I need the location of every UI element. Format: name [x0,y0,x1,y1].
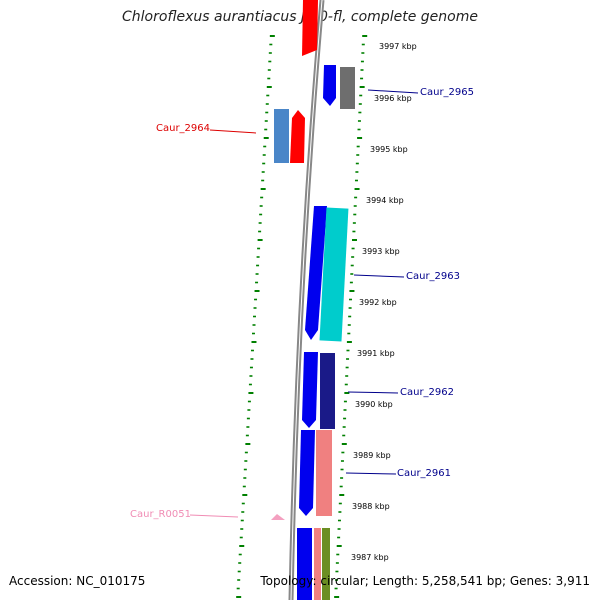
gene-label-caur-2962[interactable]: Caur_2962 [400,387,455,398]
gene-caur-2962-blue[interactable] [302,352,318,428]
gene-label-caur-2964[interactable]: Caur_2964 [156,123,211,134]
gene-label-caur-2965[interactable]: Caur_2965 [420,87,475,98]
tick-rings [236,35,368,598]
accession-text: Accession: NC_010175 [9,574,146,588]
leader-caur-2964 [209,129,257,134]
gene-caur-2961-pink[interactable] [316,430,332,516]
gene-caur-2964-steelblue[interactable] [274,109,289,163]
ruler-label-3987: 3987 kbp [351,553,389,562]
gene-caur-2965-blue[interactable] [323,65,336,106]
gene-label-caur-2961[interactable]: Caur_2961 [397,468,452,479]
gene-red-top[interactable] [302,0,318,56]
gene-label-caur-r0051[interactable]: Caur_R0051 [130,509,191,520]
gene-caur-2964-red[interactable] [290,110,305,163]
gene-caur-2963-blue[interactable] [305,206,327,340]
ruler-label-3992: 3992 kbp [359,298,397,307]
gene-bottom-olive[interactable] [322,528,330,600]
leader-caur-2963 [353,274,405,278]
gene-caur-r0051-marker[interactable] [271,514,285,520]
leader-caur-2962 [347,391,399,394]
gene-bottom-blue[interactable] [297,528,312,600]
leader-caur-2965 [367,89,419,94]
backbone-inner [290,0,323,600]
ruler-label-3997: 3997 kbp [379,42,417,51]
gene-bottom-pink[interactable] [314,528,321,600]
gene-caur-2965-gray[interactable] [340,67,355,109]
ruler-label-3996: 3996 kbp [374,94,412,103]
ruler-label-3995: 3995 kbp [370,145,408,154]
ruler-label-3990: 3990 kbp [355,400,393,409]
topology-text: Topology: circular; Length: 5,258,541 bp… [260,574,590,588]
gene-caur-2962-navy[interactable] [320,353,335,429]
ruler-label-3989: 3989 kbp [353,451,391,460]
leader-caur-r0051 [189,514,239,518]
gene-caur-2961-blue[interactable] [299,430,315,516]
ruler-label-3994: 3994 kbp [366,196,404,205]
map-title: Chloroflexus aurantiacus J-10-fl, comple… [122,9,478,25]
gene-label-caur-2963[interactable]: Caur_2963 [406,271,461,282]
gene-caur-2963-cyan[interactable] [319,207,349,342]
ruler-label-3988: 3988 kbp [352,502,390,511]
ruler-label-3991: 3991 kbp [357,349,395,358]
leader-caur-2961 [345,472,397,475]
ruler-label-3993: 3993 kbp [362,247,400,256]
